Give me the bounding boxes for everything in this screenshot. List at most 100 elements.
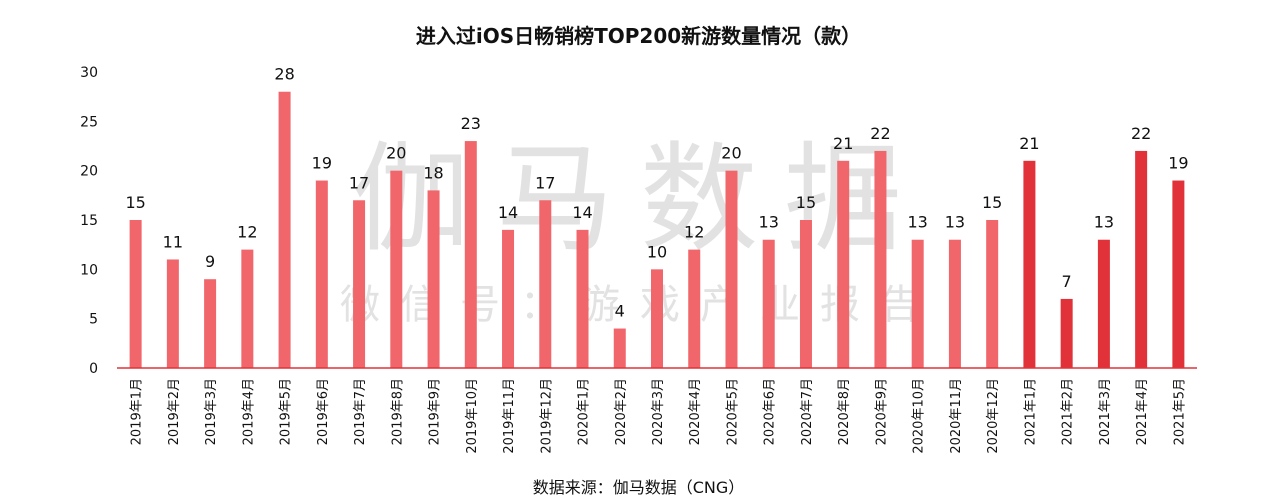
- x-tick-label: 2020年3月: [651, 378, 666, 445]
- bar: [539, 200, 552, 368]
- data-label: 13: [759, 213, 779, 232]
- data-label: 9: [205, 252, 215, 271]
- bar: [1172, 180, 1185, 368]
- bar: [874, 150, 887, 368]
- bar: [1060, 298, 1073, 368]
- x-tick-label: 2020年11月: [949, 378, 964, 454]
- y-tick-label: 0: [89, 361, 98, 377]
- x-tick-label: 2021年4月: [1135, 378, 1150, 445]
- data-label: 17: [349, 173, 369, 192]
- data-label: 4: [615, 302, 625, 321]
- data-label: 28: [274, 65, 294, 84]
- x-tick-label: 2020年6月: [763, 378, 778, 445]
- x-tick-label: 2021年5月: [1172, 378, 1187, 445]
- bar: [166, 259, 179, 368]
- x-tick-label: 2019年7月: [353, 378, 368, 445]
- bar: [278, 91, 291, 368]
- source-note: 数据来源：伽马数据（CNG）: [532, 478, 745, 497]
- data-label: 20: [721, 144, 741, 163]
- x-axis: 2019年1月 2019年2月 2019年3月 2019年4月 2019年5月 2019年…: [117, 367, 1197, 454]
- data-label: 14: [572, 203, 592, 222]
- y-tick-label: 15: [80, 213, 98, 229]
- data-label: 22: [870, 124, 890, 143]
- data-label: 19: [1168, 154, 1188, 173]
- x-tick-label: 2021年1月: [1023, 378, 1038, 445]
- bar: [986, 220, 999, 368]
- bar: [799, 220, 812, 368]
- data-label: 23: [461, 114, 481, 133]
- bar: [464, 141, 477, 368]
- bar: [353, 200, 366, 368]
- data-label: 12: [684, 223, 704, 242]
- bar: [911, 239, 924, 368]
- y-tick-label: 30: [80, 65, 98, 81]
- x-tick-label: 2019年10月: [465, 378, 480, 454]
- x-tick-label: 2021年3月: [1098, 378, 1113, 445]
- x-tick-label: 2019年3月: [204, 378, 219, 445]
- x-tick-label: 2020年8月: [837, 378, 852, 445]
- data-label: 15: [982, 193, 1002, 212]
- bar: [129, 220, 142, 368]
- data-labels: 15 11 9 12 28 19 17 20 18 23 14 17 14 4 10 12 20 13 15 21 22…: [125, 65, 1188, 321]
- y-tick-label: 10: [80, 262, 98, 278]
- bars: [129, 91, 1185, 368]
- x-tick-label: 2019年4月: [241, 378, 256, 445]
- data-label: 13: [908, 213, 928, 232]
- data-label: 11: [163, 232, 183, 251]
- data-label: 7: [1062, 272, 1072, 291]
- bar: [576, 229, 589, 368]
- bar: [315, 180, 328, 368]
- y-tick-label: 5: [89, 312, 98, 328]
- data-label: 13: [945, 213, 965, 232]
- x-tick-label: 2019年12月: [539, 378, 554, 454]
- x-tick-label: 2019年2月: [167, 378, 182, 445]
- x-tick-label: 2020年2月: [614, 378, 629, 445]
- data-label: 12: [237, 223, 257, 242]
- data-label: 21: [1019, 134, 1039, 153]
- x-tick-label: 2019年5月: [279, 378, 294, 445]
- bar: [651, 269, 663, 368]
- data-label: 15: [125, 193, 145, 212]
- bar: [390, 170, 403, 368]
- x-tick-label: 2020年10月: [912, 378, 927, 454]
- bar: [948, 239, 961, 368]
- x-tick-label: 2020年4月: [688, 378, 703, 445]
- data-label: 19: [312, 154, 332, 173]
- x-tick-label: 2020年1月: [577, 378, 592, 445]
- bar: [837, 160, 850, 368]
- data-label: 10: [647, 242, 667, 261]
- bar: [613, 328, 626, 368]
- data-label: 17: [535, 173, 555, 192]
- data-label: 15: [796, 193, 816, 212]
- data-label: 18: [423, 163, 443, 182]
- bar: [241, 249, 254, 368]
- bar: [1023, 160, 1036, 368]
- data-label: 21: [833, 134, 853, 153]
- bar: [762, 239, 775, 368]
- x-tick-label: 2021年2月: [1061, 378, 1076, 445]
- bar: [427, 190, 440, 368]
- y-tick-label: 25: [80, 114, 98, 130]
- x-tick-label: 2019年1月: [130, 378, 145, 445]
- bar: [1097, 239, 1110, 368]
- bar: [725, 170, 738, 368]
- bar: [204, 279, 217, 368]
- x-tick-label: 2019年9月: [428, 378, 443, 445]
- chart-title: 进入过iOS日畅销榜TOP200新游数量情况（款）: [415, 24, 862, 48]
- y-tick-label: 20: [80, 164, 98, 180]
- data-label: 20: [386, 144, 406, 163]
- x-tick-label: 2020年5月: [725, 378, 740, 445]
- bar: [688, 249, 701, 368]
- y-axis: 0 5 10 15 20 25 30: [80, 65, 98, 377]
- bar: [502, 229, 515, 368]
- data-label: 13: [1094, 213, 1114, 232]
- x-tick-label: 2019年8月: [390, 378, 405, 445]
- x-tick-label: 2019年11月: [502, 378, 517, 454]
- x-tick-label: 2020年9月: [874, 378, 889, 445]
- x-tick-label: 2020年7月: [800, 378, 815, 445]
- bar: [1135, 150, 1148, 368]
- data-label: 22: [1131, 124, 1151, 143]
- x-tick-label: 2019年6月: [316, 378, 331, 445]
